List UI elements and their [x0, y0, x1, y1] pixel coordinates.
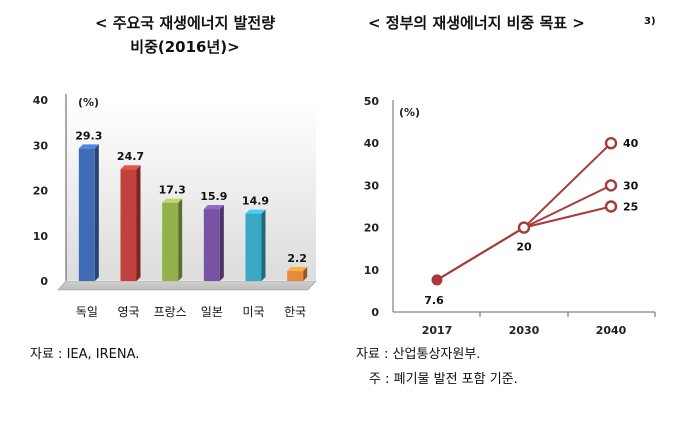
- bar: [245, 209, 266, 281]
- line-y-tick-label: 30: [364, 179, 380, 192]
- bar: [162, 198, 183, 281]
- bar-value-label: 17.3: [159, 184, 186, 197]
- bar-category-label: 일본: [201, 305, 223, 319]
- point-label: 40: [623, 137, 639, 150]
- data-point: [604, 179, 618, 192]
- line-y-tick-label: 0: [371, 306, 379, 319]
- bar-chart-subtitle: 비중(2016년)>: [130, 38, 239, 56]
- line-y-tick-label: 50: [364, 95, 380, 108]
- bar-unit-label: (%): [78, 96, 99, 109]
- line-y-tick-label: 10: [364, 264, 380, 277]
- bar-category-label: 프랑스: [154, 305, 187, 319]
- line-note: 주 : 폐기물 발전 포함 기준.: [369, 372, 518, 387]
- bar-value-label: 15.9: [200, 190, 227, 203]
- data-point: [604, 200, 618, 213]
- bar-value-label: 2.2: [287, 252, 307, 265]
- bar-chart-title: < 주요국 재생에너지 발전량: [95, 14, 275, 32]
- series-line: [436, 142, 612, 281]
- line-chart-title: < 정부의 재생에너지 비중 목표 >: [368, 14, 585, 32]
- bar-category-label: 미국: [242, 305, 264, 319]
- bar-value-label: 24.7: [117, 150, 144, 163]
- bar-plot-background: [66, 100, 316, 280]
- bar-category-label: 한국: [284, 305, 306, 319]
- bar-y-tick-label: 30: [33, 139, 49, 152]
- bar-y-tick-label: 0: [40, 275, 48, 288]
- bar: [78, 144, 99, 281]
- bar-category-label: 독일: [76, 305, 98, 319]
- line-unit-label: (%): [399, 106, 420, 119]
- line-y-tick-label: 20: [364, 222, 380, 235]
- data-point: [431, 274, 443, 286]
- point-label: 20: [516, 241, 532, 254]
- point-label: 7.6: [424, 294, 444, 307]
- bar-value-label: 14.9: [242, 195, 269, 208]
- bar-floor: [57, 280, 317, 291]
- bar: [287, 267, 308, 281]
- line-chart-title-note: 3): [644, 16, 656, 27]
- bar: [203, 205, 224, 281]
- data-point: [604, 136, 618, 150]
- bar-y-tick-label: 20: [33, 185, 49, 198]
- bar-category-label: 영국: [117, 305, 139, 319]
- data-point: [517, 221, 531, 234]
- bar-source: 자료 : IEA, IRENA.: [30, 347, 139, 362]
- line-x-tick-label: 2017: [422, 324, 453, 337]
- point-label: 30: [623, 179, 639, 192]
- point-label: 25: [623, 201, 638, 214]
- line-x-tick-label: 2040: [596, 324, 627, 337]
- bar-y-tick-label: 40: [33, 94, 49, 107]
- bar-value-label: 29.3: [75, 129, 102, 142]
- bar-y-tick-label: 10: [33, 230, 49, 243]
- line-y-tick-label: 40: [364, 137, 380, 150]
- bar-chart: < 주요국 재생에너지 발전량 비중(2016년)> (%) 0 10 20 30 40…: [30, 14, 317, 362]
- bar: [120, 165, 141, 281]
- line-x-tick-label: 2030: [509, 324, 540, 337]
- line-source: 자료 : 산업통상자원부.: [356, 347, 480, 362]
